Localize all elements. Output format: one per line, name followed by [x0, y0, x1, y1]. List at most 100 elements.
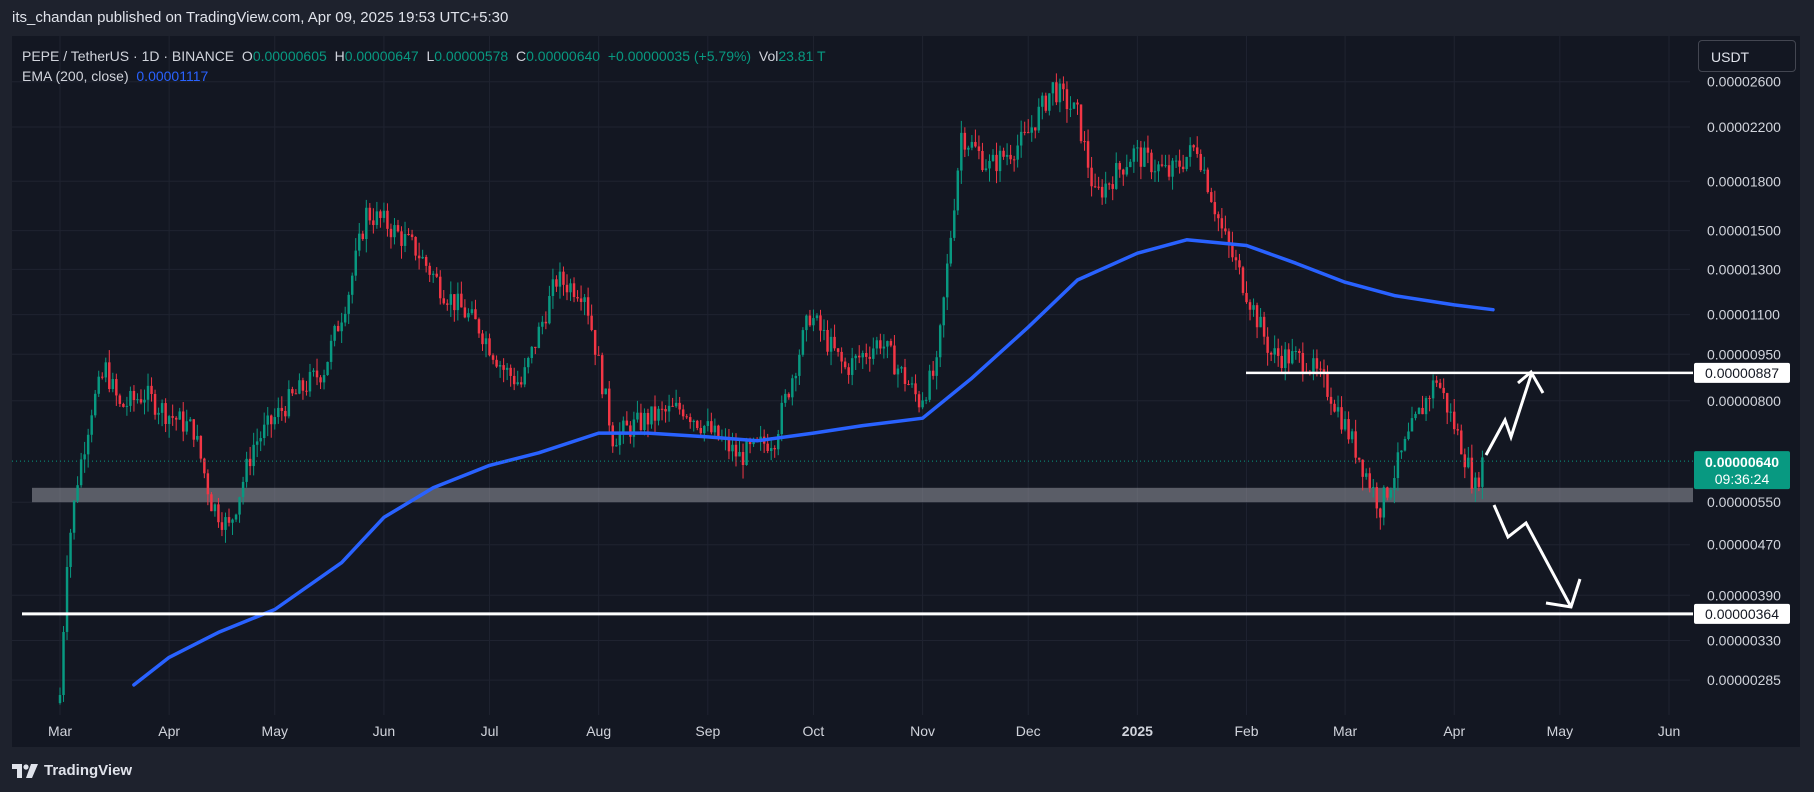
candle-body — [1248, 302, 1252, 310]
symbol-label[interactable]: PEPE / TetherUS · 1D · BINANCE — [22, 48, 235, 64]
candle-body — [544, 321, 548, 324]
candle-body — [759, 436, 762, 440]
candle-body — [1030, 127, 1033, 133]
candle-body — [449, 294, 453, 305]
support-zone[interactable] — [32, 487, 1693, 503]
candle-body — [907, 383, 910, 385]
candle-body — [981, 150, 984, 171]
candle-body — [1424, 398, 1428, 415]
candle-body — [305, 390, 308, 392]
close-value: 0.00000640 — [526, 48, 601, 64]
candle-body — [597, 354, 600, 356]
candle-body — [970, 141, 974, 148]
candle-body — [72, 500, 76, 533]
annotation-arrows[interactable] — [1484, 369, 1582, 609]
candle-body — [1414, 413, 1417, 419]
y-tick-label: 0.00001500 — [1707, 223, 1781, 239]
candle-body — [784, 393, 787, 403]
candle-body — [428, 265, 431, 275]
candle-body — [1016, 145, 1019, 160]
candle-body — [1428, 398, 1431, 400]
candle-body — [1379, 508, 1382, 518]
candle-body — [153, 394, 157, 415]
candle-body — [960, 132, 963, 171]
price-axis[interactable]: 0.00002600 0.00002200 0.00001800 0.00001500… — [1707, 74, 1781, 688]
ema-label[interactable]: EMA (200, close) — [22, 68, 129, 84]
candle-body — [1382, 487, 1386, 518]
candle-body — [1312, 358, 1315, 372]
candle-body — [424, 256, 428, 266]
candle-body — [1336, 407, 1340, 412]
x-tick-label: Dec — [1016, 723, 1041, 739]
candle-body — [629, 425, 632, 437]
candle-body — [220, 522, 224, 530]
candle-body — [393, 225, 396, 238]
candle-body — [382, 210, 386, 218]
candle-body — [910, 383, 914, 385]
candle-body — [713, 425, 717, 433]
candle-body — [865, 353, 868, 357]
candle-body — [1234, 257, 1238, 261]
ema-row: EMA (200, close) 0.00001117 — [22, 66, 826, 86]
candle-body — [625, 420, 629, 426]
candle-body — [79, 459, 83, 486]
candle-body — [780, 402, 783, 435]
candle-body — [1150, 152, 1153, 173]
candle-body — [361, 233, 365, 240]
candle-body — [1111, 184, 1114, 189]
ema-200-line[interactable] — [132, 238, 1495, 687]
candle-body — [431, 273, 435, 275]
candle-body — [389, 228, 393, 238]
candle-body — [618, 431, 622, 446]
candle-body — [410, 234, 414, 237]
candle-body — [62, 631, 65, 696]
candle-body — [1329, 396, 1333, 404]
candle-body — [277, 407, 280, 418]
x-tick-label: Sep — [695, 723, 720, 739]
candle-body — [812, 318, 815, 326]
candle-body — [738, 452, 741, 457]
candle-body — [773, 448, 776, 450]
candle-body — [1410, 418, 1414, 432]
candle-body — [1354, 431, 1357, 458]
candle-body — [843, 361, 847, 368]
candle-body — [1343, 419, 1347, 430]
candle-body — [988, 160, 991, 169]
candle-body — [157, 412, 160, 415]
candle-body — [572, 283, 576, 298]
candle-body — [688, 417, 692, 423]
candle-body — [893, 345, 896, 375]
candle-body — [512, 375, 516, 385]
candle-body — [1086, 141, 1090, 168]
candle-body — [667, 405, 671, 412]
candle-body — [255, 441, 259, 445]
candle-body — [847, 367, 850, 375]
resistance-price-label: 0.00000887 — [1694, 362, 1790, 383]
candle-body — [717, 425, 720, 439]
currency-button[interactable]: USDT — [1698, 40, 1796, 72]
candles — [58, 73, 1484, 705]
candle-body — [822, 329, 826, 331]
candle-body — [1266, 336, 1269, 353]
candle-body — [836, 348, 840, 352]
candle-body — [692, 420, 695, 423]
tradingview-logo-icon — [12, 763, 38, 778]
tradingview-logo[interactable]: TradingView — [12, 762, 132, 779]
candle-body — [1136, 147, 1139, 149]
candle-body — [1171, 160, 1174, 177]
candle-body — [1474, 477, 1477, 489]
candle-body — [164, 403, 167, 425]
candle-body — [1012, 159, 1016, 161]
candle-body — [1238, 260, 1241, 268]
candle-body — [1255, 305, 1259, 328]
candle-body — [1164, 165, 1167, 167]
candle-body — [1037, 106, 1041, 131]
candle-body — [329, 340, 333, 362]
candle-body — [488, 338, 491, 356]
candle-body — [808, 315, 812, 326]
candle-body — [132, 390, 136, 400]
candle-body — [1153, 171, 1157, 173]
candle-body — [622, 420, 625, 432]
time-axis[interactable]: Mar Apr May Jun Jul Aug Sep Oct Nov Dec 2025 Feb Mar… — [48, 723, 1680, 739]
